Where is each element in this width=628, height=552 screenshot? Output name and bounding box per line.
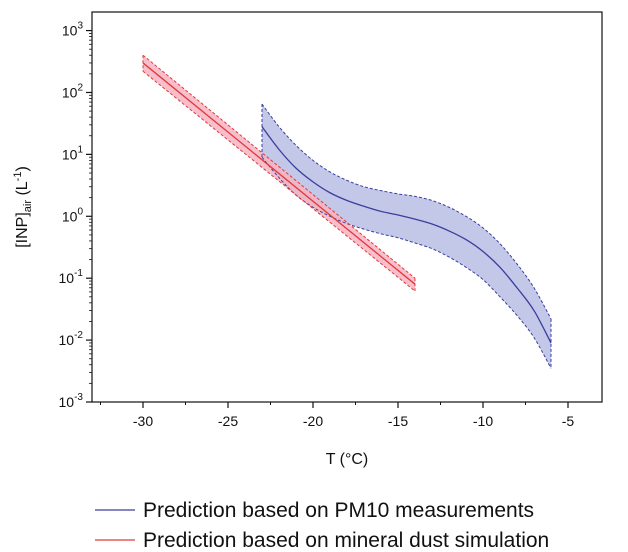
y-axis-title-unit: (L [14, 181, 31, 200]
y-axis-title-close: ) [14, 166, 31, 171]
x-axis: -30 -25 -20 -15 -10 -5 [100, 402, 575, 429]
x-tick-label: -30 [133, 413, 153, 429]
series-lines [142, 54, 552, 369]
y-tick-exponent: 0 [77, 206, 83, 217]
series-1-band [262, 104, 551, 369]
legend-label-1: Prediction based on PM10 measurements [143, 499, 534, 522]
series-1-line [261, 126, 552, 344]
series-2-lower-bound [142, 70, 416, 292]
series-1-upper-bound [261, 103, 552, 320]
legend-label-2: Prediction based on mineral dust simulat… [143, 529, 549, 552]
confidence-bands [143, 55, 551, 369]
y-tick-base: 10 [62, 208, 78, 224]
y-tick-base: 10 [59, 332, 75, 348]
y-tick-label: 10-1 [59, 268, 84, 286]
x-tick-label: -5 [562, 413, 575, 429]
y-tick-base: 10 [59, 394, 75, 410]
y-tick-label: 100 [62, 206, 84, 224]
x-tick-label: -10 [473, 413, 493, 429]
y-axis-title-unit-exponent: -1 [12, 172, 24, 182]
y-axis-title: [INP]air (L-1) [12, 166, 34, 248]
series-2-upper-bound [142, 54, 416, 279]
x-tick-label: -20 [303, 413, 323, 429]
y-tick-exponent: -2 [74, 330, 83, 341]
y-tick-label: 102 [62, 82, 84, 100]
y-tick-exponent: -3 [74, 392, 83, 403]
y-tick-base: 10 [59, 270, 75, 286]
x-tick-label: -15 [388, 413, 408, 429]
x-tick-label: -25 [218, 413, 238, 429]
y-tick-label: 103 [62, 21, 84, 39]
series-1-lower-bound [261, 156, 552, 369]
x-axis-title: T (°C) [326, 451, 369, 468]
y-tick-label: 101 [62, 144, 84, 162]
y-tick-base: 10 [62, 23, 78, 39]
legend: Prediction based on PM10 measurements Pre… [95, 499, 549, 552]
plot-frame [91, 11, 603, 403]
series-2-line [142, 62, 416, 285]
y-tick-label: 10-2 [59, 330, 84, 348]
y-axis-title-subscript: air [22, 200, 34, 213]
y-tick-exponent: -1 [74, 268, 83, 279]
y-tick-base: 10 [62, 146, 78, 162]
y-axis-title-main: [INP] [14, 212, 31, 248]
y-tick-label: 10-3 [59, 392, 84, 410]
y-tick-exponent: 3 [77, 21, 83, 32]
y-tick-exponent: 2 [77, 82, 83, 93]
y-tick-exponent: 1 [77, 144, 83, 155]
y-tick-base: 10 [62, 84, 78, 100]
